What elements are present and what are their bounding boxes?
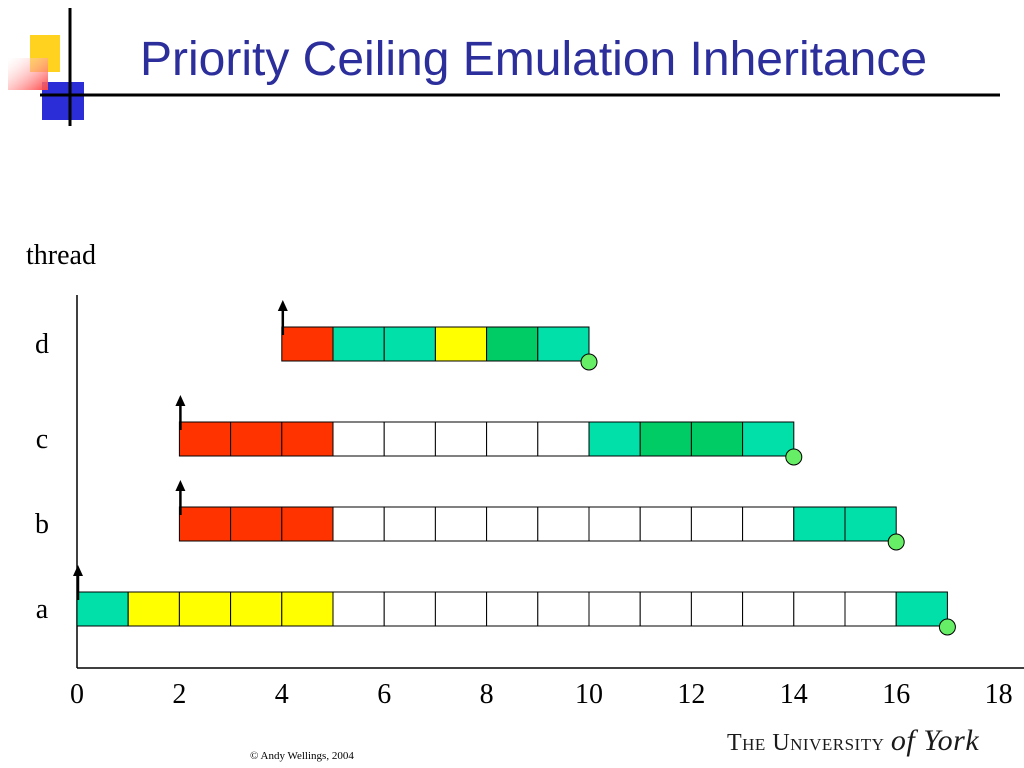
time-cell-a-yellow: [281, 591, 334, 627]
time-cell-c-empty: [537, 421, 590, 457]
time-cell-a-empty: [537, 591, 590, 627]
release-arrowhead-d: [277, 300, 288, 311]
time-cell-d-red: [281, 326, 334, 362]
time-cell-a-empty: [332, 591, 385, 627]
time-cell-a-empty: [486, 591, 539, 627]
x-tick-label: 14: [780, 679, 808, 710]
time-cell-b-empty: [537, 506, 590, 542]
time-cell-a-teal: [895, 591, 948, 627]
time-cell-b-empty: [690, 506, 744, 542]
x-tick-label: 4: [275, 679, 289, 710]
thread-label-d: d: [35, 329, 49, 360]
time-cell-a-yellow: [178, 591, 232, 627]
x-tick-label: 2: [172, 679, 186, 710]
time-cell-a-empty: [639, 591, 692, 627]
time-cell-c-empty: [383, 421, 436, 457]
x-tick-label: 6: [377, 679, 391, 710]
copyright-text: © Andy Wellings, 2004: [250, 750, 354, 762]
time-cell-c-empty: [486, 421, 539, 457]
time-cell-a-empty: [383, 591, 436, 627]
time-cell-b-red: [178, 506, 232, 542]
time-cell-b-empty: [434, 506, 488, 542]
y-axis-label: thread: [26, 240, 96, 271]
time-cell-c-teal: [742, 421, 795, 457]
thread-label-a: a: [36, 594, 49, 625]
time-cell-c-empty: [434, 421, 488, 457]
time-cell-b-teal: [793, 506, 846, 542]
time-cell-b-empty: [639, 506, 692, 542]
time-cell-b-red: [281, 506, 334, 542]
release-arrowhead-c: [175, 395, 186, 406]
time-cell-a-empty: [588, 591, 641, 627]
time-cell-d-teal: [332, 326, 385, 362]
slide-title: Priority Ceiling Emulation Inheritance: [140, 33, 928, 86]
release-arrowhead-a: [73, 565, 83, 576]
time-cell-a-yellow: [127, 591, 180, 627]
time-cell-b-teal: [844, 506, 897, 542]
x-tick-label: 8: [480, 679, 494, 710]
x-tick-label: 0: [70, 679, 84, 710]
title-decoration: [8, 8, 1000, 126]
x-tick-label: 12: [677, 679, 705, 710]
time-cell-d-green: [486, 326, 539, 362]
time-cell-a-empty: [844, 591, 897, 627]
time-cell-b-empty: [332, 506, 385, 542]
finish-marker-b: [887, 533, 905, 551]
time-cell-d-teal: [383, 326, 436, 362]
time-cell-a-empty: [742, 591, 795, 627]
time-cell-b-empty: [383, 506, 436, 542]
time-cell-c-green: [690, 421, 744, 457]
finish-marker-c: [785, 448, 803, 466]
time-cell-a-teal: [76, 591, 129, 627]
deco-blue-square: [42, 82, 84, 120]
time-cell-d-yellow: [434, 326, 488, 362]
x-tick-label: 18: [985, 679, 1013, 710]
university-logo: The University of York: [727, 724, 980, 757]
time-cell-c-teal: [588, 421, 641, 457]
finish-marker-d: [580, 353, 598, 371]
thread-label-b: b: [35, 509, 49, 540]
release-arrowhead-b: [175, 480, 186, 491]
time-cell-b-red: [230, 506, 283, 542]
finish-marker-a: [938, 618, 956, 636]
x-tick-label: 10: [575, 679, 603, 710]
time-cell-a-yellow: [230, 591, 283, 627]
time-cell-c-green: [639, 421, 692, 457]
time-cell-b-empty: [742, 506, 795, 542]
time-cell-d-teal: [537, 326, 590, 362]
time-cell-c-empty: [332, 421, 385, 457]
time-cell-b-empty: [588, 506, 641, 542]
time-cell-a-empty: [793, 591, 846, 627]
time-cell-a-empty: [690, 591, 744, 627]
time-cell-c-red: [281, 421, 334, 457]
x-tick-label: 16: [882, 679, 910, 710]
time-cell-c-red: [178, 421, 232, 457]
thread-label-c: c: [36, 424, 48, 455]
deco-red-square: [8, 58, 48, 90]
time-cell-c-red: [230, 421, 283, 457]
time-cell-b-empty: [486, 506, 539, 542]
time-cell-a-empty: [434, 591, 488, 627]
